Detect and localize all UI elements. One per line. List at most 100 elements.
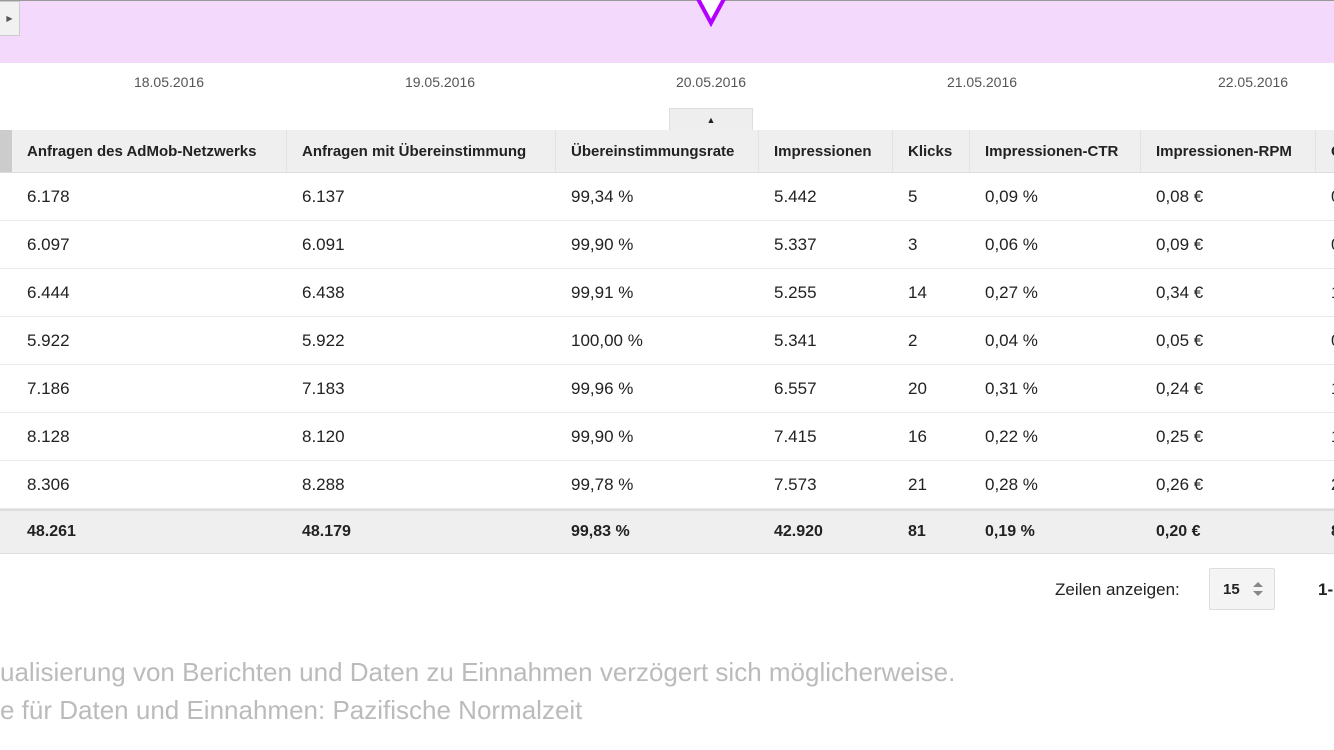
- table-cell: 7.573: [774, 474, 817, 494]
- table-row: 7.186 7.183 99,96 % 6.557 20 0,31 % 0,24 € 1: [0, 365, 1334, 413]
- table-cell: 0: [1316, 173, 1334, 220]
- date-tick: 22.05.2016: [1217, 74, 1289, 90]
- rows-per-page-select[interactable]: 15: [1209, 568, 1275, 610]
- table-cell: 42.920: [774, 523, 823, 540]
- table-cell: 8.128: [27, 426, 70, 446]
- report-table: Anfragen des AdMob-Netzwerks Anfragen mit…: [0, 130, 1334, 554]
- table-cell: 8: [1316, 511, 1334, 553]
- table-row: 5.922 5.922 100,00 % 5.341 2 0,04 % 0,05 € 0: [0, 317, 1334, 365]
- table-cell: 20: [908, 378, 927, 398]
- table-cell: 2: [908, 330, 918, 350]
- table-cell: 0,26 €: [1156, 474, 1204, 494]
- collapse-chart-button[interactable]: ▲: [669, 108, 753, 130]
- table-cell: 14: [908, 282, 927, 302]
- table-row: 6.444 6.438 99,91 % 5.255 14 0,27 % 0,34 € 1: [0, 269, 1334, 317]
- date-tick: 19.05.2016: [404, 74, 476, 90]
- row-strip: [0, 130, 12, 172]
- table-cell: 99,34 %: [571, 186, 634, 206]
- table-cell: 99,78 %: [571, 474, 634, 494]
- table-cell: 6.097: [27, 234, 70, 254]
- table-cell: 0: [1316, 317, 1334, 364]
- column-header[interactable]: Übereinstimmungsrate: [556, 130, 759, 172]
- table-cell: 16: [908, 426, 927, 446]
- table-cell: 8.120: [302, 426, 345, 446]
- totals-row: 48.261 48.179 99,83 % 42.920 81 0,19 % 0,20 € 8: [0, 509, 1334, 554]
- table-cell: 0,27 %: [985, 282, 1038, 302]
- page-range: 1-: [1318, 580, 1334, 599]
- rows-value: 15: [1223, 580, 1240, 598]
- table-cell: 99,91 %: [571, 282, 634, 302]
- table-cell: 7.183: [302, 378, 345, 398]
- table-cell: 6.444: [27, 282, 70, 302]
- column-header[interactable]: Anfragen des AdMob-Netzwerks: [12, 130, 287, 172]
- table-cell: 8.306: [27, 474, 70, 494]
- table-cell: 0,28 %: [985, 474, 1038, 494]
- table-cell: 100,00 %: [571, 330, 643, 350]
- table-cell: 0,09 %: [985, 186, 1038, 206]
- table-cell: 0,08 €: [1156, 186, 1204, 206]
- table-row: 8.306 8.288 99,78 % 7.573 21 0,28 % 0,26 € 2: [0, 461, 1334, 509]
- table-cell: 99,90 %: [571, 234, 634, 254]
- caret-up-icon: ▲: [706, 114, 716, 125]
- date-tick: 20.05.2016: [675, 74, 747, 90]
- table-cell: 21: [908, 474, 927, 494]
- pagination: Zeilen anzeigen: 15 1-: [0, 568, 1334, 612]
- column-header[interactable]: G: [1316, 130, 1334, 172]
- table-cell: 0,24 €: [1156, 378, 1204, 398]
- table-cell: 8.288: [302, 474, 345, 494]
- table-cell: 48.261: [27, 523, 76, 540]
- column-header[interactable]: Klicks: [893, 130, 970, 172]
- table-cell: 0,20 €: [1156, 523, 1201, 540]
- table-header: Anfragen des AdMob-Netzwerks Anfragen mit…: [0, 130, 1334, 173]
- table-cell: 0,22 %: [985, 426, 1038, 446]
- table-cell: 6.557: [774, 378, 817, 398]
- table-cell: 0,19 %: [985, 523, 1035, 540]
- table-cell: 1: [1316, 413, 1334, 460]
- delay-note: ualisierung von Berichten und Daten zu E…: [0, 657, 956, 687]
- chart-band: ▶: [0, 0, 1334, 63]
- table-cell: 99,90 %: [571, 426, 634, 446]
- table-cell: 0,34 €: [1156, 282, 1204, 302]
- table-cell: 2: [1316, 461, 1334, 508]
- table-cell: 3: [908, 234, 918, 254]
- column-header[interactable]: Impressionen-RPM: [1141, 130, 1316, 172]
- date-tick: 21.05.2016: [946, 74, 1018, 90]
- table-cell: 6.091: [302, 234, 345, 254]
- column-header[interactable]: Impressionen: [759, 130, 893, 172]
- table-cell: 0,04 %: [985, 330, 1038, 350]
- caret-right-icon: ▶: [6, 14, 13, 23]
- table-cell: 1: [1316, 365, 1334, 412]
- table-cell: 0,06 %: [985, 234, 1038, 254]
- table-cell: 5.922: [27, 330, 70, 350]
- table-cell: 7.415: [774, 426, 817, 446]
- table-cell: 0,31 %: [985, 378, 1038, 398]
- column-header[interactable]: Anfragen mit Übereinstimmung: [287, 130, 556, 172]
- table-cell: 1: [1316, 269, 1334, 316]
- table-cell: 48.179: [302, 523, 351, 540]
- table-cell: 5.442: [774, 186, 817, 206]
- table-row: 6.097 6.091 99,90 % 5.337 3 0,06 % 0,09 € 0: [0, 221, 1334, 269]
- table-cell: 99,96 %: [571, 378, 634, 398]
- date-tick: 18.05.2016: [133, 74, 205, 90]
- table-cell: 0,09 €: [1156, 234, 1204, 254]
- table-cell: 0,25 €: [1156, 426, 1204, 446]
- table-cell: 5.337: [774, 234, 817, 254]
- table-cell: 99,83 %: [571, 523, 630, 540]
- table-cell: 5.255: [774, 282, 817, 302]
- table-cell: 81: [908, 523, 926, 540]
- updown-icon: [1252, 582, 1263, 596]
- column-header[interactable]: Impressionen-CTR: [970, 130, 1141, 172]
- chart-marker-icon: [696, 0, 726, 27]
- table-cell: 7.186: [27, 378, 70, 398]
- table-row: 8.128 8.120 99,90 % 7.415 16 0,22 % 0,25 € 1: [0, 413, 1334, 461]
- table-cell: 6.178: [27, 186, 70, 206]
- timezone-note: e für Daten und Einnahmen: Pazifische No…: [0, 695, 583, 725]
- table-cell: 5: [908, 186, 918, 206]
- table-cell: 5.341: [774, 330, 817, 350]
- table-cell: 6.137: [302, 186, 345, 206]
- table-row: 6.178 6.137 99,34 % 5.442 5 0,09 % 0,08 € 0: [0, 173, 1334, 221]
- rows-label: Zeilen anzeigen:: [1055, 580, 1180, 599]
- table-cell: 0: [1316, 221, 1334, 268]
- table-cell: 5.922: [302, 330, 345, 350]
- expand-sidebar-button[interactable]: ▶: [0, 1, 20, 36]
